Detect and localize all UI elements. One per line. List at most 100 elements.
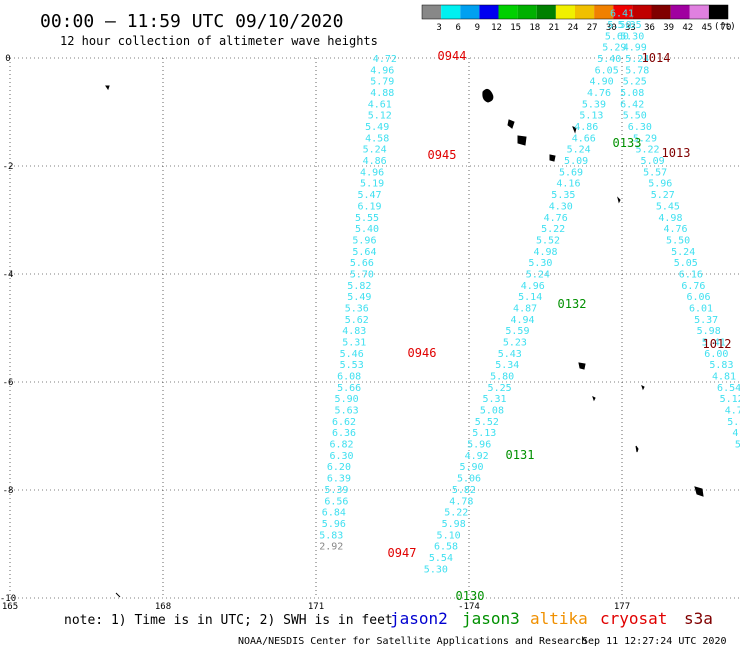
wave-height-label: 4.81: [712, 372, 736, 383]
wave-height-label: 5.98: [697, 326, 721, 337]
wave-height-label: 5.31: [342, 338, 366, 349]
legend-jason2: jason2: [390, 609, 448, 628]
wave-height-label: 5.13: [579, 111, 603, 122]
island-shape: [641, 385, 645, 391]
wave-height-label: 6.62: [332, 417, 356, 428]
pass-time-label: 1012: [703, 337, 732, 351]
wave-height-label: 5.27: [651, 190, 675, 201]
wave-height-label: 5.06: [457, 474, 481, 485]
wave-height-label: 5.53: [340, 360, 364, 371]
colorbar-swatch: [536, 5, 556, 19]
wave-height-label: 5.54: [429, 553, 453, 564]
wave-height-label: 2.92: [319, 542, 343, 553]
wave-height-label: 5.52: [536, 235, 560, 246]
wave-height-label: 6.36: [332, 428, 356, 439]
footer-credit: NOAA/NESDIS Center for Satellite Applica…: [238, 636, 587, 647]
wave-height-label: 5.83: [319, 530, 343, 541]
track-B: 5.305.546.585.105.985.224.785.825.065.90…: [424, 9, 634, 576]
wave-height-label: 4.96: [521, 281, 545, 292]
wave-height-label: 5.23: [503, 338, 527, 349]
colorbar-label: 30: [606, 23, 617, 33]
wave-height-label: 5.08: [480, 406, 504, 417]
map-grid: [9, 57, 740, 599]
wave-height-label: 6.41: [610, 9, 634, 20]
pass-time-labels: 0944 0945 0946 0947 0130 0131 0132 0133 1014 1013…: [388, 49, 732, 603]
colorbar-swatch: [479, 5, 499, 19]
wave-height-label: 5.96: [648, 179, 672, 190]
wave-height-label: 4.16: [556, 179, 580, 190]
wave-height-label: 4.78: [449, 496, 473, 507]
wave-height-label: 4.96: [370, 65, 394, 76]
pass-time-label: 0131: [506, 448, 535, 462]
wave-height-label: 5.66: [337, 383, 361, 394]
wave-height-label: 4.76: [544, 213, 568, 224]
wave-height-label: 5.47: [358, 190, 382, 201]
wave-height-label: 5.41: [702, 338, 726, 349]
pass-time-label: 1014: [642, 51, 671, 65]
wave-height-label: 5.80: [490, 372, 514, 383]
wave-height-label: 5.66: [350, 258, 374, 269]
wave-height-label: 5.10: [437, 530, 461, 541]
wave-height-label: 6.39: [327, 474, 351, 485]
wave-height-label: 6.06: [686, 292, 710, 303]
island-shape: [578, 362, 586, 370]
colorbar-swatch: [555, 5, 575, 19]
wave-height-label: 5.24: [625, 54, 649, 65]
island-shape: [482, 88, 494, 103]
wave-height-label: 4.98: [533, 247, 557, 258]
wave-height-label: 5.49: [347, 292, 371, 303]
lon-tick-label: 177: [614, 602, 630, 612]
colorbar-swatch: [422, 5, 442, 19]
colorbar-swatch: [460, 5, 480, 19]
wave-height-label: 5.35: [551, 190, 575, 201]
wave-height-label: 5.98: [442, 519, 466, 530]
wave-height-label: 4.96: [360, 167, 384, 178]
lat-tick-label: 0: [5, 54, 10, 64]
colorbar-label: 27: [587, 23, 598, 33]
pass-time-label: 0944: [438, 49, 467, 63]
wave-height-label: 5.90: [335, 394, 359, 405]
wave-height-label: 5.59: [505, 326, 529, 337]
colorbar-label: 36: [644, 23, 655, 33]
track-C: 5.355.304.995.245.785.255.086.425.506.30…: [618, 20, 740, 451]
wave-height-label: 4.90: [590, 77, 614, 88]
colorbar-label: 21: [548, 23, 559, 33]
wave-height-label: 6.00: [704, 349, 728, 360]
track-A: 4.724.965.794.884.615.125.494.585.244.86…: [319, 54, 397, 553]
island-shape: [517, 135, 527, 146]
wave-height-label: 5.57: [643, 167, 667, 178]
wave-height-label: 5.96: [322, 519, 346, 530]
colorbar-swatch: [689, 5, 709, 19]
colorbar: 3 6 9 12 15 18 21 24 27 30 33 36 39 42 45 70: [421, 4, 732, 33]
colorbar-label: 70: [721, 23, 732, 33]
pass-time-label: 1013: [662, 146, 691, 160]
wave-height-label: 5.29: [602, 43, 626, 54]
wave-height-label: 5.78: [625, 65, 649, 76]
wave-height-label: 5.40: [597, 54, 621, 65]
wave-height-label: 5.43: [498, 349, 522, 360]
pass-time-label: 0947: [388, 546, 417, 560]
wave-height-label: 5.90: [460, 462, 484, 473]
colorbar-swatch: [594, 5, 614, 19]
wave-height-label: 5.25: [623, 77, 647, 88]
colorbar-swatch: [670, 5, 690, 19]
wave-height-label: 5.09: [641, 156, 665, 167]
lat-tick-label: -2: [3, 162, 14, 172]
wave-height-label: 4.61: [368, 99, 392, 110]
colorbar-label: 24: [568, 23, 579, 33]
colorbar-swatch: [708, 5, 728, 19]
wave-height-label: 5.36: [345, 303, 369, 314]
wave-height-label: 6.56: [324, 496, 348, 507]
lon-tick-label: 168: [155, 602, 171, 612]
wave-height-label: 4.86: [363, 156, 387, 167]
wave-height-label: 5.96: [352, 235, 376, 246]
wave-height-label: 5.46: [340, 349, 364, 360]
page-subtitle: 12 hour collection of altimeter wave hei…: [60, 34, 378, 48]
lat-tick-label: -10: [0, 594, 16, 604]
island-shape: [592, 396, 596, 402]
wave-height-label: 5.34: [495, 360, 519, 371]
island-shape: [694, 486, 704, 497]
wave-height-label: 4.58: [365, 133, 389, 144]
wave-height-label: 6.42: [620, 99, 644, 110]
